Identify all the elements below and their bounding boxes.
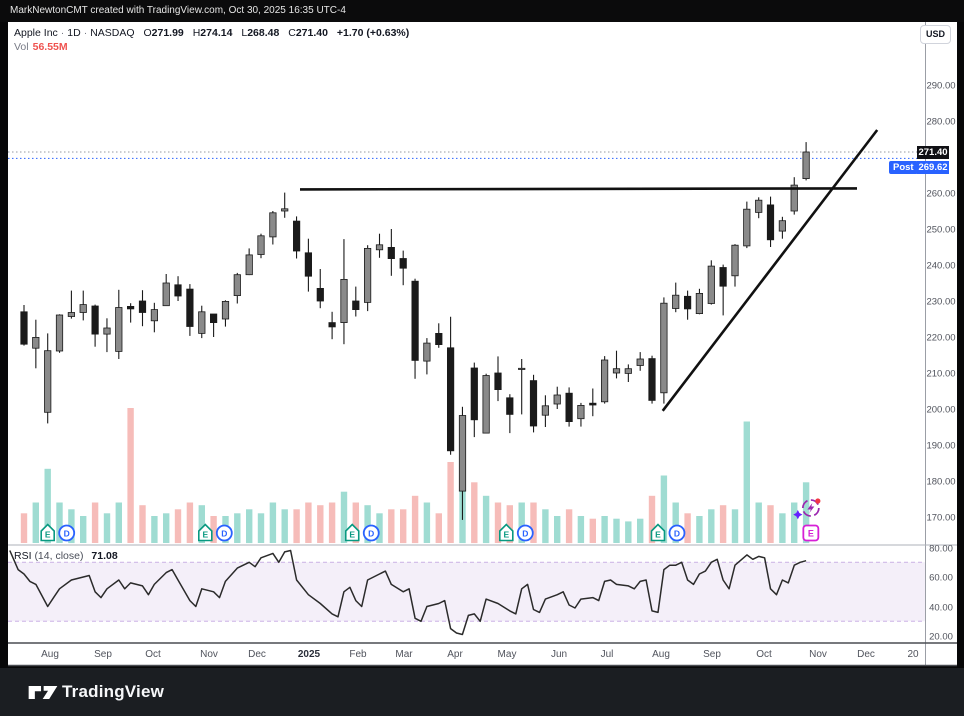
time-axis[interactable]: Aug Sep Oct Nov Dec 2025 Feb Mar Apr May Jun Jul Aug…	[41, 649, 919, 660]
svg-text:D: D	[674, 529, 680, 539]
svg-text:260.00: 260.00	[926, 189, 955, 200]
rsi-title: RSI	[14, 550, 32, 562]
currency-button[interactable]: USD	[920, 25, 951, 44]
interval-label: 1D	[67, 27, 81, 39]
svg-text:E: E	[503, 530, 509, 540]
last-price-tag: 271.40	[917, 146, 949, 159]
high-value: 274.14	[200, 27, 233, 39]
svg-text:250.00: 250.00	[926, 225, 955, 236]
rsi-legend: RSI (14, close) 71.08	[14, 550, 118, 562]
svg-text:E: E	[655, 530, 661, 540]
svg-text:20: 20	[907, 649, 919, 660]
svg-text:May: May	[498, 649, 517, 660]
svg-text:Sep: Sep	[94, 649, 112, 660]
svg-text:D: D	[221, 529, 227, 539]
change-value: +1.70 (+0.63%)	[336, 27, 410, 39]
earnings-badge[interactable]: E	[198, 523, 213, 542]
vol-value: 56.55M	[32, 41, 68, 53]
svg-text:Dec: Dec	[857, 649, 875, 660]
svg-text:Jun: Jun	[551, 649, 567, 660]
svg-text:290.00: 290.00	[926, 81, 955, 92]
svg-text:E: E	[202, 530, 208, 540]
svg-text:230.00: 230.00	[926, 297, 955, 308]
close-value: 271.40	[295, 27, 328, 39]
svg-text:2025: 2025	[298, 649, 321, 660]
symbol-name: Apple Inc	[14, 27, 58, 39]
post-price-tag: 269.62	[917, 161, 949, 174]
svg-text:Jul: Jul	[601, 649, 614, 660]
trendline-support[interactable]	[661, 129, 879, 412]
attribution-text: MarkNewtonCMT created with TradingView.c…	[10, 5, 346, 16]
earnings-badge[interactable]: E	[40, 523, 55, 542]
svg-text:180.00: 180.00	[926, 477, 955, 488]
svg-text:D: D	[522, 529, 528, 539]
svg-text:Aug: Aug	[652, 649, 670, 660]
trendline-resistance[interactable]	[299, 187, 858, 191]
rsi-params: (14, close)	[34, 550, 84, 562]
svg-text:40.00: 40.00	[929, 603, 953, 614]
dividend-badge[interactable]: D	[362, 524, 380, 542]
price-axis[interactable]: 290.00 280.00 260.00 250.00 240.00 230.00 220.…	[926, 81, 955, 643]
svg-text:Aug: Aug	[41, 649, 59, 660]
svg-text:Nov: Nov	[809, 649, 827, 660]
svg-text:240.00: 240.00	[926, 261, 955, 272]
vol-label: Vol	[14, 41, 29, 53]
svg-text:Apr: Apr	[447, 649, 463, 660]
post-market-chip: Post	[889, 161, 918, 174]
low-value: 268.48	[247, 27, 280, 39]
symbol-legend: Apple Inc · 1D · NASDAQ O271.99 H274.14 L268…	[14, 27, 410, 39]
svg-text:280.00: 280.00	[926, 117, 955, 128]
svg-text:Feb: Feb	[349, 649, 367, 660]
candlestick-series	[20, 142, 810, 520]
svg-text:Nov: Nov	[200, 649, 218, 660]
svg-text:Oct: Oct	[145, 649, 161, 660]
svg-text:190.00: 190.00	[926, 441, 955, 452]
svg-text:200.00: 200.00	[926, 405, 955, 416]
earnings-badge[interactable]: E	[650, 523, 666, 542]
tradingview-wordmark[interactable]: TradingView	[62, 682, 165, 701]
volume-series	[20, 408, 810, 544]
svg-text:Oct: Oct	[756, 649, 772, 660]
dividend-badge[interactable]: D	[516, 524, 534, 542]
svg-text:Mar: Mar	[395, 649, 413, 660]
earnings-badge[interactable]: E	[344, 523, 360, 542]
svg-text:Sep: Sep	[703, 649, 721, 660]
attribution-bar: MarkNewtonCMT created with TradingView.c…	[0, 0, 964, 22]
volume-legend: Vol 56.55M	[14, 41, 68, 53]
chart-panel[interactable]	[8, 22, 957, 666]
rsi-value: 71.08	[91, 550, 118, 562]
svg-text:220.00: 220.00	[926, 333, 955, 344]
svg-text:E: E	[808, 529, 814, 539]
dividend-badge[interactable]: D	[668, 524, 686, 542]
open-value: 271.99	[151, 27, 184, 39]
svg-text:E: E	[349, 530, 355, 540]
upcoming-earnings-badge[interactable]: E	[802, 524, 820, 542]
svg-text:80.00: 80.00	[929, 544, 953, 555]
svg-text:60.00: 60.00	[929, 573, 953, 584]
earnings-badge[interactable]: E	[498, 523, 514, 542]
dividend-badge[interactable]: D	[58, 524, 76, 542]
upcoming-earnings-icon[interactable]	[793, 498, 821, 520]
footer-bar: TradingView	[0, 668, 964, 716]
svg-text:20.00: 20.00	[929, 632, 953, 643]
exchange-label: NASDAQ	[90, 27, 135, 39]
svg-text:170.00: 170.00	[926, 513, 955, 524]
dividend-badge[interactable]: D	[215, 524, 233, 542]
svg-text:Dec: Dec	[248, 649, 266, 660]
svg-text:210.00: 210.00	[926, 369, 955, 380]
rsi-line	[9, 549, 807, 636]
svg-text:D: D	[368, 529, 374, 539]
svg-text:E: E	[45, 530, 51, 540]
svg-text:D: D	[64, 529, 70, 539]
tradingview-logo-icon[interactable]	[28, 681, 58, 704]
